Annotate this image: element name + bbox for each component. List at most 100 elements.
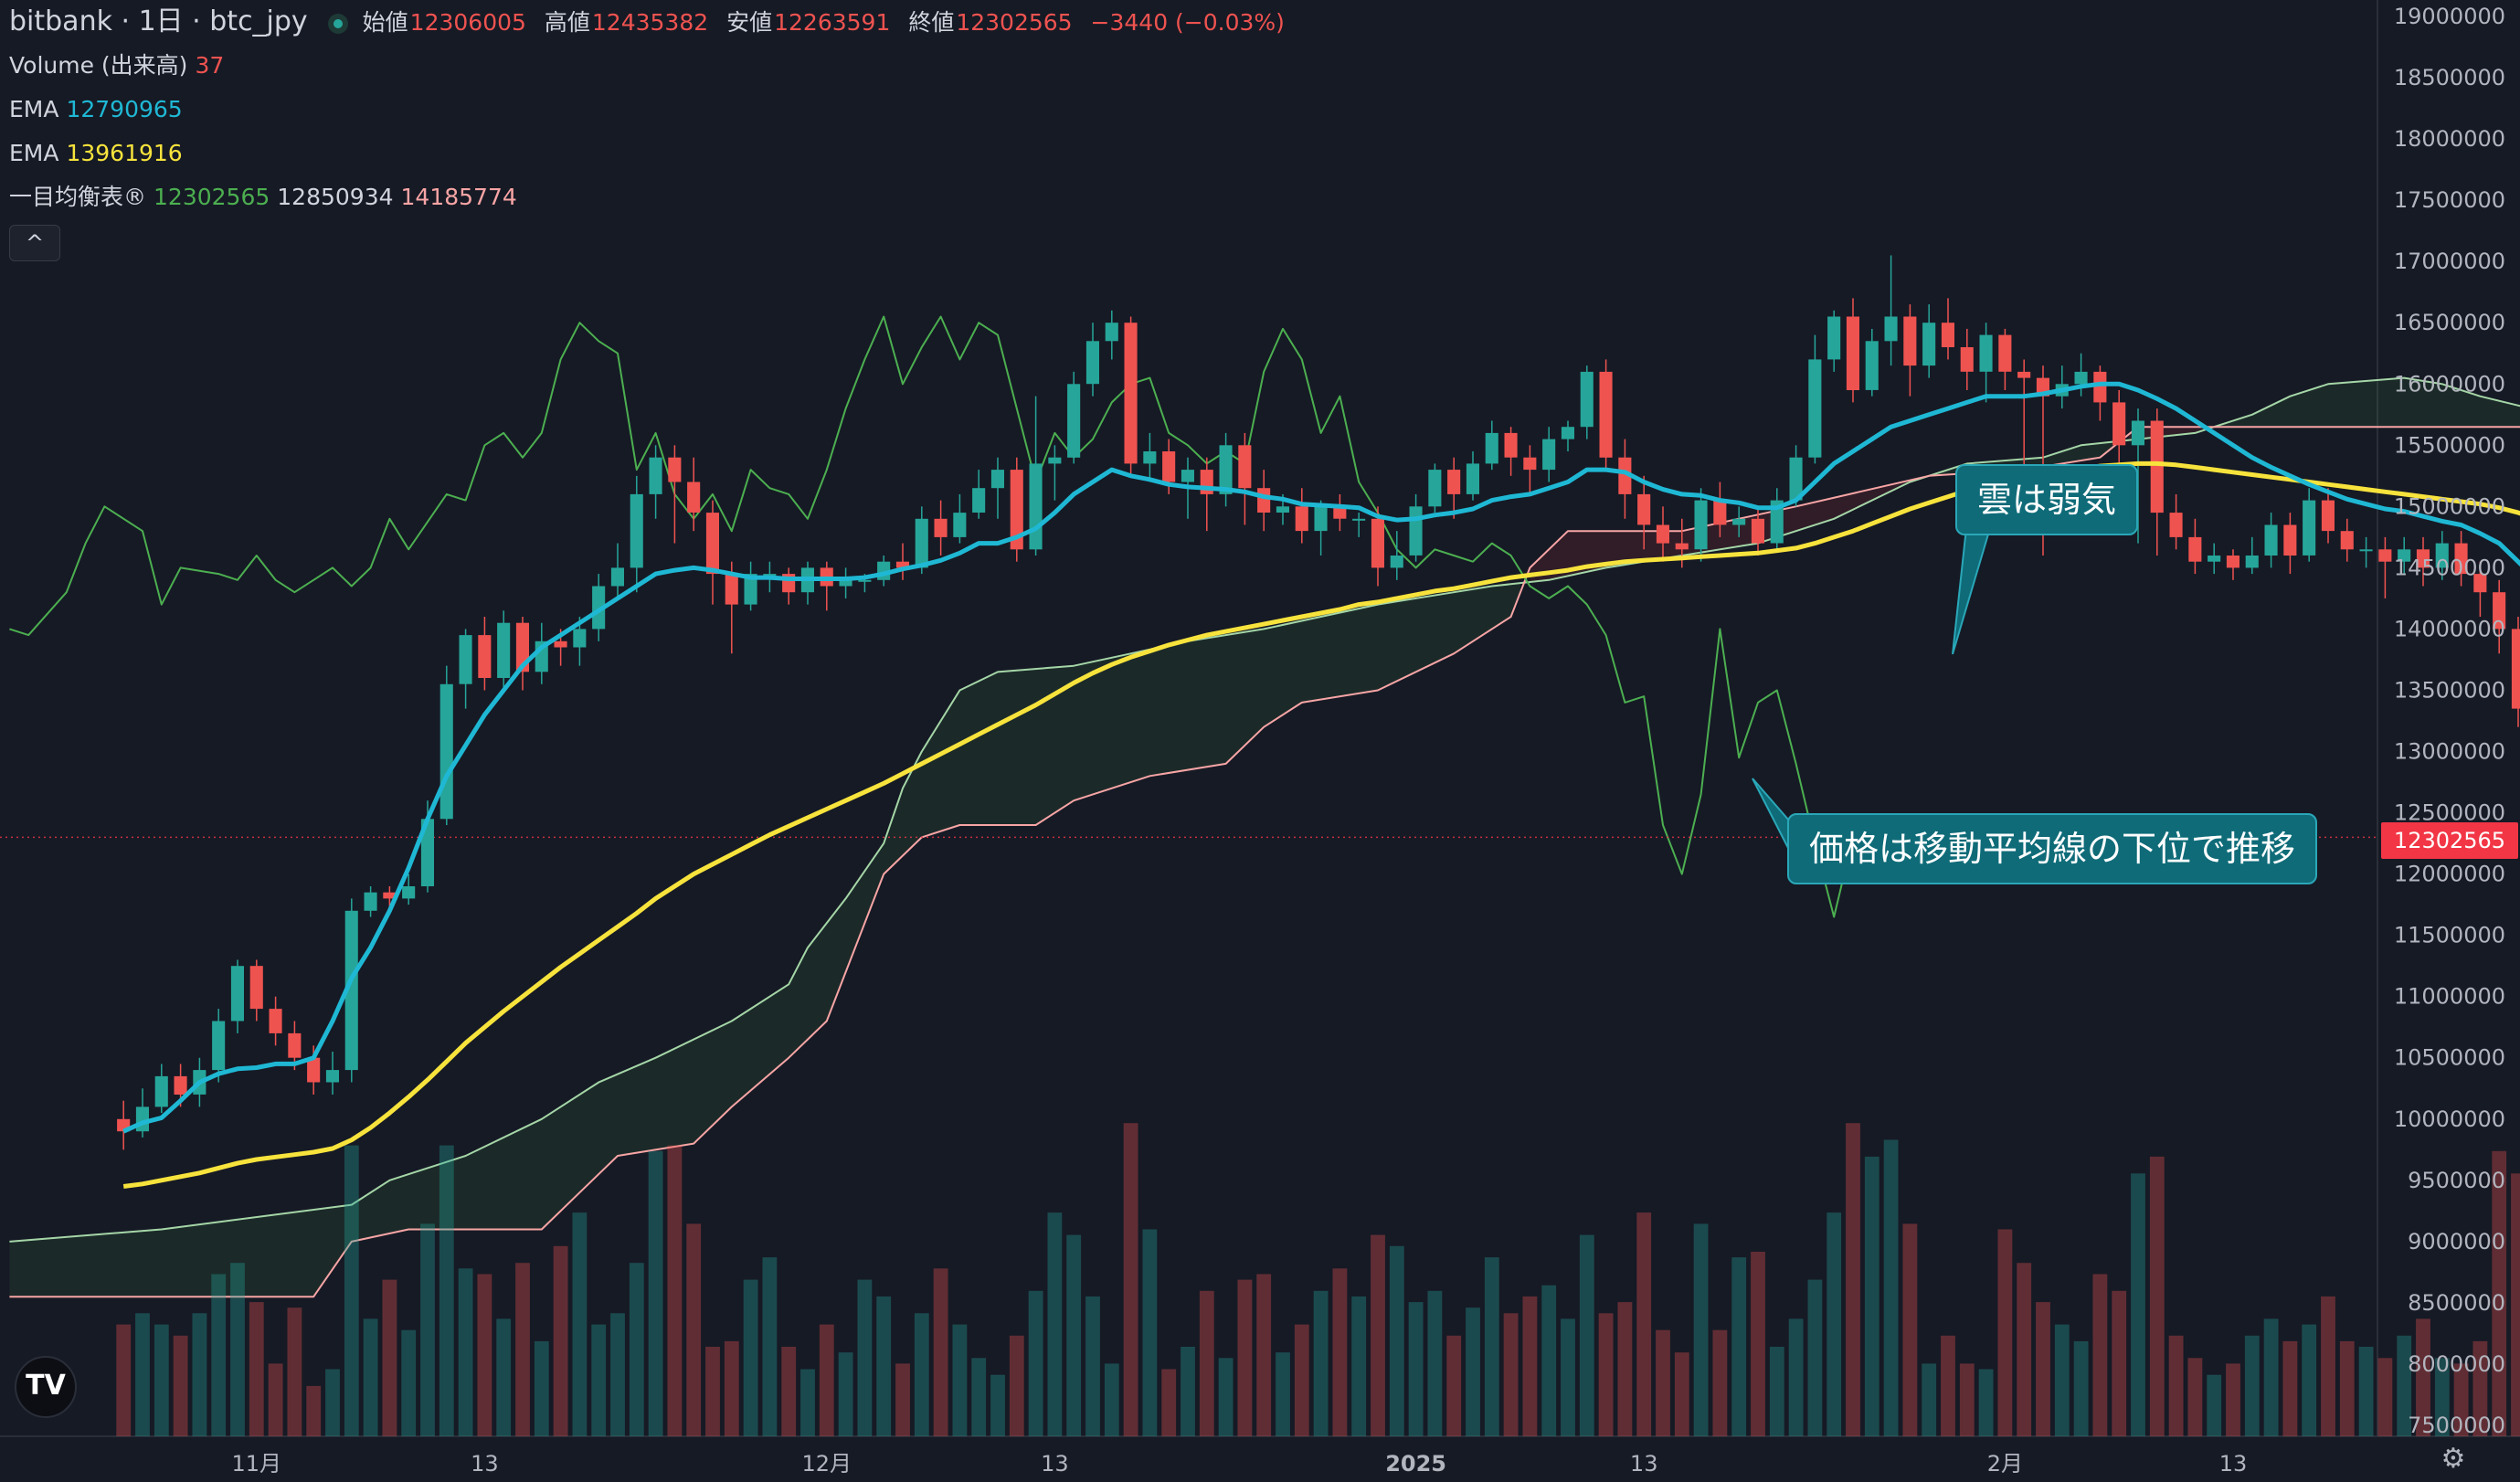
- candle-body: [1143, 451, 1157, 464]
- volume-bar: [1598, 1313, 1614, 1436]
- annotation-cloud-weak[interactable]: 雲は弱気: [1955, 464, 2139, 535]
- volume-bar: [2092, 1274, 2108, 1436]
- volume-indicator-row[interactable]: Volume (出来高) 37: [9, 44, 1303, 88]
- candle-body: [1998, 334, 2012, 372]
- candle-body: [687, 482, 701, 513]
- candle: [1466, 451, 1479, 501]
- candle-body: [154, 1075, 168, 1107]
- volume-bar: [1389, 1245, 1404, 1436]
- candle-body: [2303, 500, 2316, 556]
- volume-bar: [1276, 1352, 1290, 1436]
- ema-fast-label: EMA: [9, 96, 59, 122]
- candle-body: [1960, 347, 1974, 372]
- volume-bar: [192, 1313, 207, 1436]
- volume-bar: [572, 1212, 588, 1436]
- candle-body: [895, 561, 909, 568]
- candle-body: [439, 683, 453, 820]
- volume-bar: [1693, 1223, 1709, 1436]
- ema-fast-row[interactable]: EMA 12790965: [9, 88, 1303, 132]
- candle: [972, 470, 986, 519]
- candle: [1485, 420, 1498, 471]
- price-tick-label: 12500000: [2394, 800, 2505, 826]
- volume-bar: [2377, 1358, 2393, 1436]
- candle-body: [2493, 592, 2506, 630]
- volume-bar: [534, 1340, 549, 1436]
- volume-bar: [1941, 1335, 1955, 1436]
- price-tick-label: 8000000: [2408, 1351, 2505, 1377]
- candle-body: [2321, 500, 2335, 532]
- volume-bar: [363, 1318, 378, 1436]
- candle: [249, 959, 263, 1022]
- time-tick-label: 11月: [232, 1451, 282, 1477]
- candle: [2398, 536, 2411, 575]
- volume-bar: [648, 1150, 663, 1436]
- collapse-legend-button[interactable]: ^: [9, 225, 60, 261]
- volume-bar: [933, 1268, 948, 1436]
- candle-body: [1314, 506, 1328, 532]
- volume-bar: [629, 1263, 644, 1436]
- candle-body: [649, 457, 662, 494]
- candle-body: [1789, 457, 1803, 501]
- ema-slow-line: [122, 460, 2520, 1189]
- volume-bar: [1446, 1335, 1462, 1436]
- chikou-span-line: [9, 315, 1872, 918]
- price-tick-label: 17500000: [2394, 187, 2505, 213]
- volume-bar: [2131, 1173, 2145, 1436]
- volume-bar: [1142, 1229, 1158, 1436]
- candle: [1808, 334, 1822, 464]
- candle: [1561, 420, 1574, 452]
- candle-body: [478, 635, 492, 678]
- volume-bar: [1047, 1212, 1063, 1436]
- low-value: 12263591: [774, 9, 891, 36]
- volume-bar: [1466, 1307, 1480, 1436]
- volume-bar: [553, 1245, 568, 1436]
- time-tick-label: 13: [471, 1451, 499, 1477]
- volume-bar: [1617, 1302, 1633, 1436]
- candle: [1295, 488, 1308, 544]
- price-tick-label: 10000000: [2394, 1106, 2505, 1132]
- candle-body: [1466, 463, 1479, 494]
- volume-bar: [1484, 1257, 1499, 1436]
- volume-bar: [1351, 1296, 1367, 1436]
- price-tick-label: 12000000: [2394, 862, 2505, 887]
- ichimoku-row[interactable]: 一目均衡表® 12302565 12850934 14185774: [9, 175, 1303, 219]
- candle-body: [1067, 384, 1081, 458]
- volume-bar: [2263, 1318, 2279, 1436]
- price-tick-label: 14500000: [2394, 555, 2505, 580]
- candle: [439, 665, 453, 825]
- candle-body: [2264, 524, 2278, 556]
- time-tick-label: 2025: [1385, 1451, 1446, 1477]
- volume-bar: [800, 1369, 815, 1436]
- close-label: 終値: [908, 9, 955, 36]
- candle-body: [2093, 371, 2107, 403]
- volume-bar: [1826, 1212, 1842, 1436]
- volume-bar: [2112, 1290, 2127, 1436]
- volume-bar: [1123, 1123, 1138, 1436]
- market-status-icon: [327, 14, 348, 34]
- candle: [630, 475, 643, 593]
- volume-bar: [439, 1145, 454, 1436]
- candle: [364, 886, 377, 917]
- annotation-below-ma[interactable]: 価格は移動平均線の下位で推移: [1787, 813, 2318, 884]
- candle-body: [307, 1057, 321, 1083]
- time-tick-label: 12月: [802, 1451, 852, 1477]
- candle: [1618, 439, 1632, 519]
- candle: [2074, 353, 2088, 397]
- candle-body: [1105, 323, 1118, 342]
- volume-bar: [1788, 1318, 1804, 1436]
- volume-bar: [2453, 1363, 2469, 1436]
- tradingview-logo[interactable]: TV: [15, 1356, 77, 1418]
- candle: [1238, 432, 1252, 525]
- candle-body: [2017, 371, 2031, 378]
- settings-icon[interactable]: ⚙: [2441, 1443, 2466, 1475]
- volume-bar: [914, 1313, 929, 1436]
- ema-slow-row[interactable]: EMA 13961916: [9, 132, 1303, 175]
- ichimoku-value-2: 12850934: [277, 184, 394, 210]
- candle: [1846, 298, 1859, 403]
- candle: [1124, 316, 1138, 476]
- symbol-title[interactable]: bitbank · 1日 · btc_jpy: [9, 5, 308, 37]
- volume-bar: [287, 1307, 302, 1436]
- volume-bar: [344, 1145, 359, 1436]
